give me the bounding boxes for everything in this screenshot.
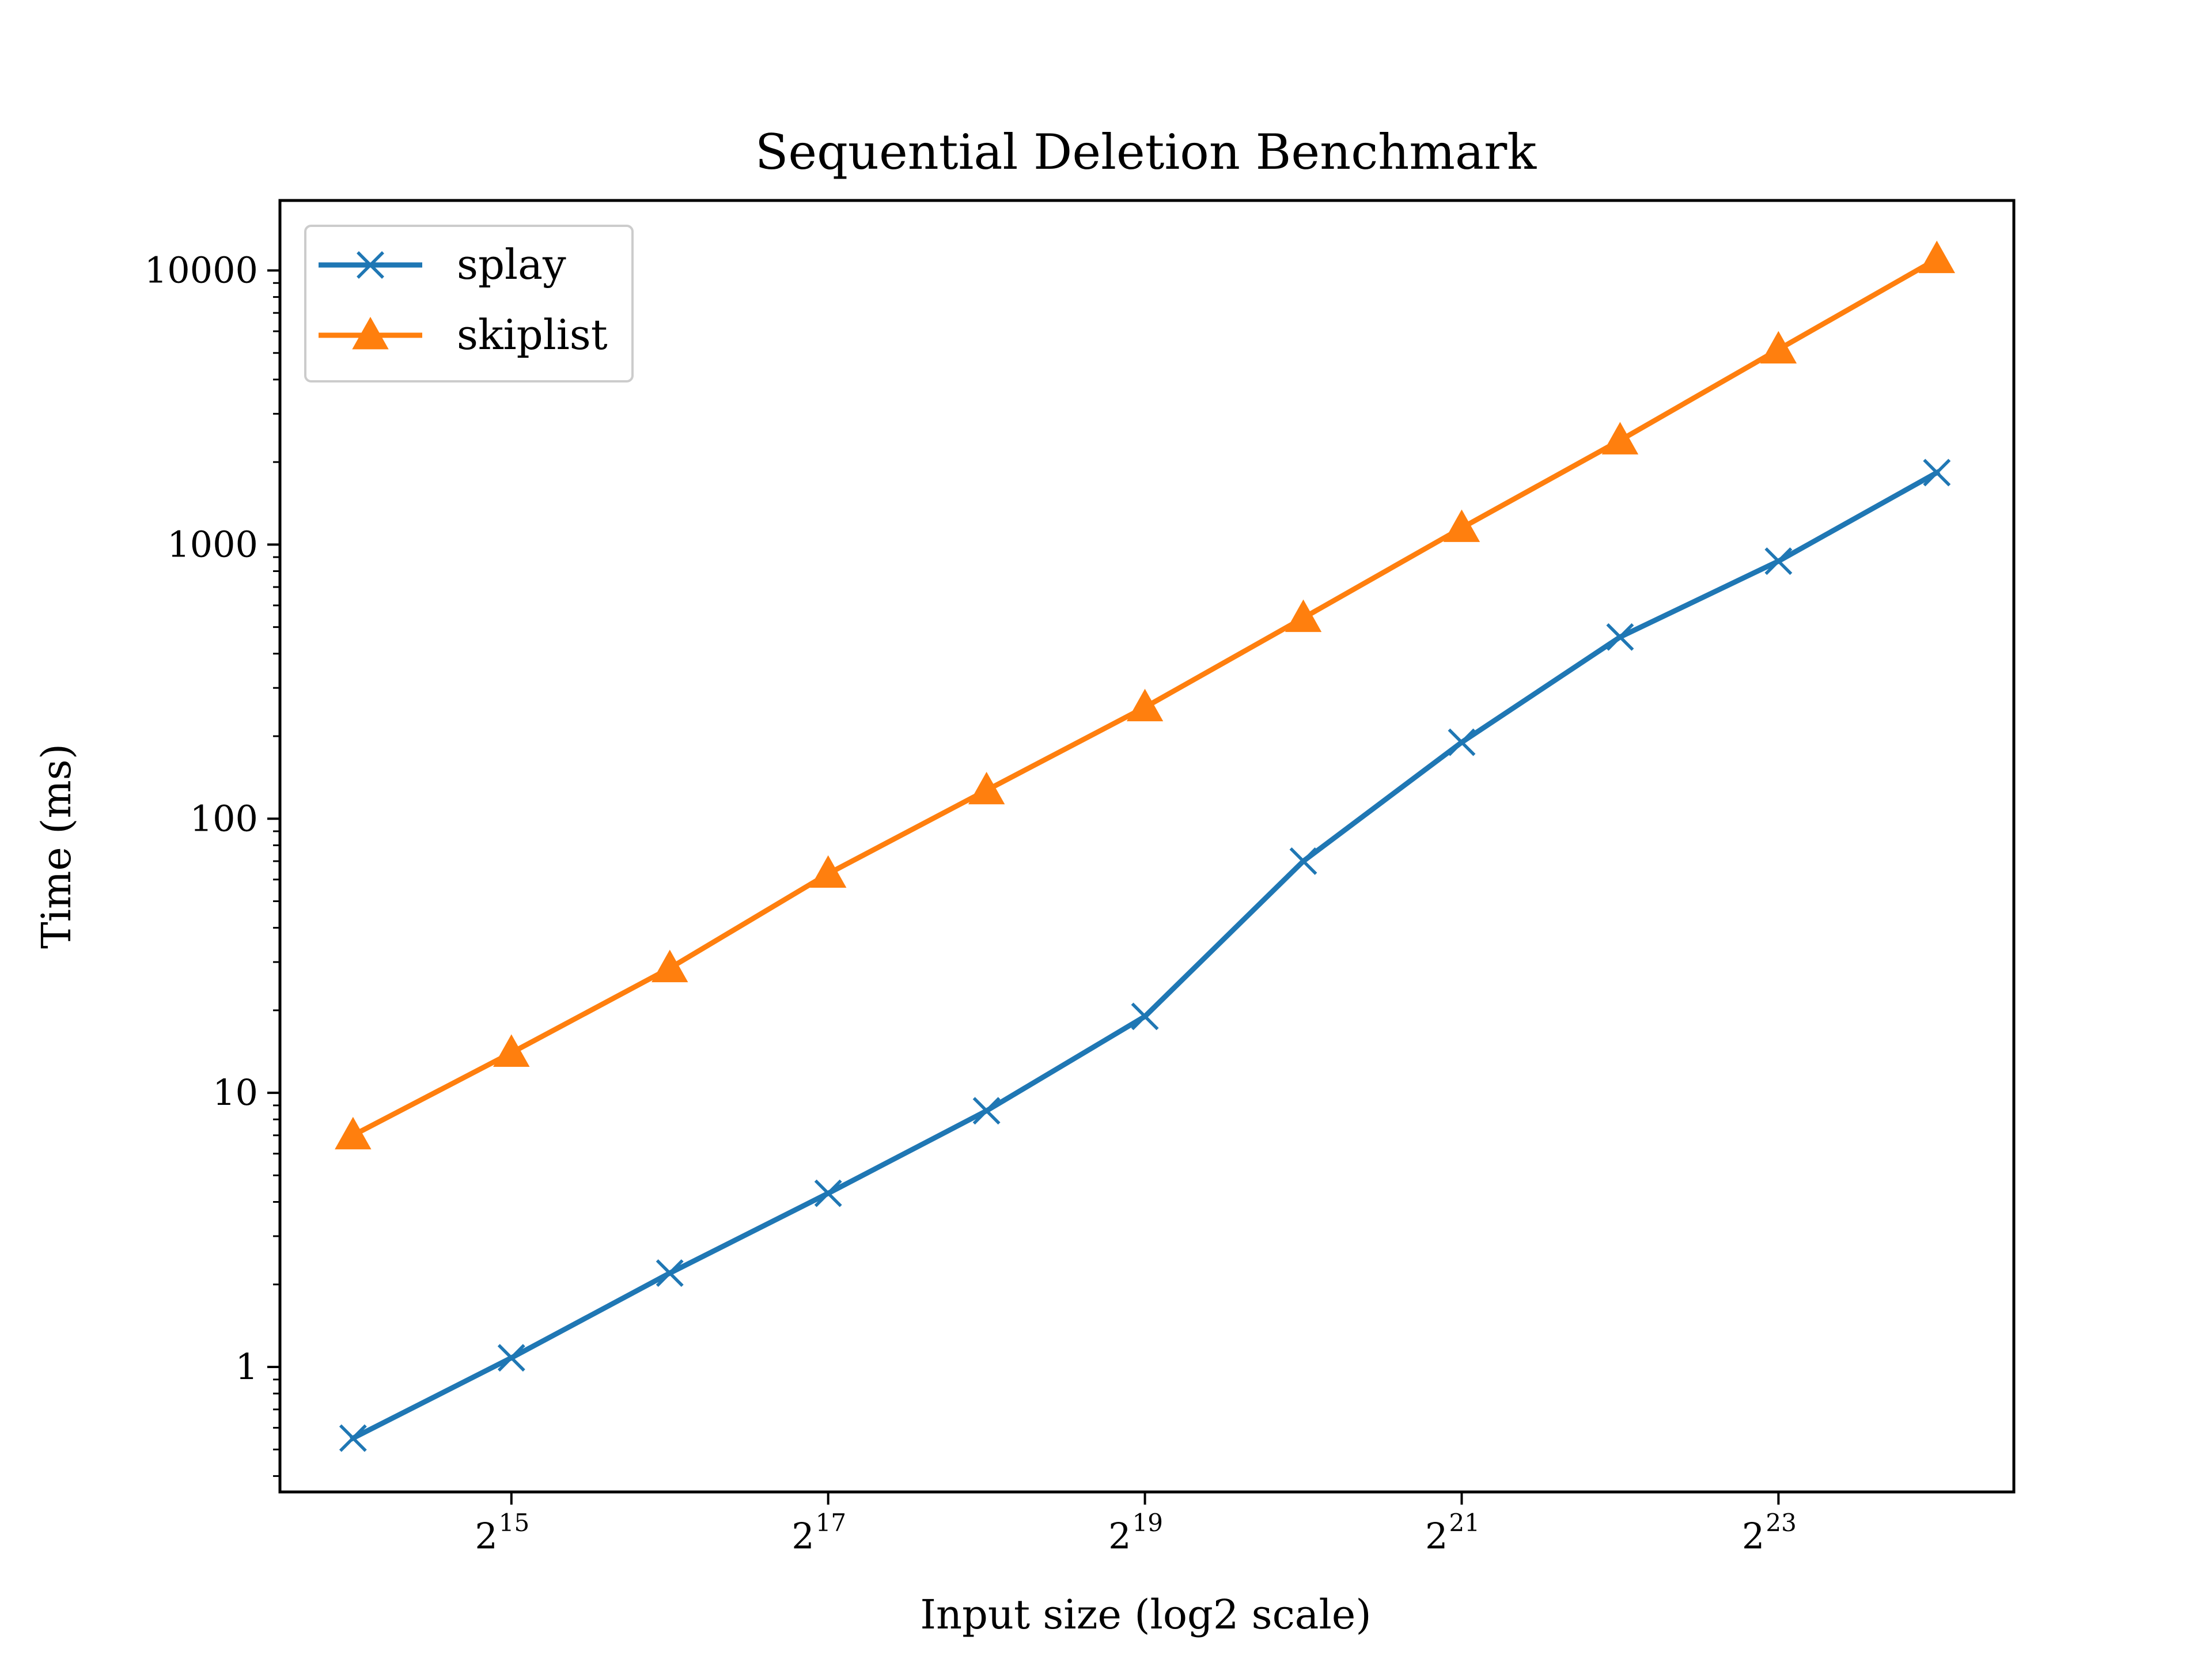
plot-area: 1 10 100 1000 10000 215 217 219 221 223: [145, 199, 2016, 1557]
x-tick-label: 221: [1425, 1509, 1480, 1557]
data-point-skiplist: [1601, 422, 1639, 454]
data-point-skiplist: [1918, 240, 1956, 274]
data-point-skiplist: [1760, 331, 1797, 364]
data-point-skiplist: [968, 771, 1005, 805]
data-point-skiplist: [335, 1116, 372, 1150]
data-point-splay: [1923, 459, 1951, 487]
legend-item-splay: splay: [319, 240, 566, 289]
data-point-skiplist: [1126, 688, 1164, 722]
data-point-splay: [1289, 847, 1317, 875]
data-point-skiplist: [493, 1034, 530, 1067]
data-point-skiplist: [809, 855, 847, 888]
data-point-splay: [1606, 623, 1634, 651]
data-point-splay: [339, 1424, 367, 1452]
data-point-skiplist: [1443, 509, 1480, 542]
y-axis: 1 10 100 1000 10000: [145, 249, 280, 1477]
data-point-splay: [497, 1344, 525, 1372]
x-tick-label: 215: [475, 1509, 529, 1557]
series-skiplist: [335, 240, 1956, 1150]
legend-item-skiplist: skiplist: [319, 310, 608, 359]
y-axis-label: Time (ms): [33, 744, 80, 949]
legend-label: splay: [457, 240, 566, 289]
data-point-splay: [1448, 728, 1476, 756]
legend-marker: [352, 316, 389, 350]
data-point-splay: [1764, 547, 1793, 575]
chart-title: Sequential Deletion Benchmark: [755, 124, 1537, 180]
data-point-skiplist: [652, 949, 688, 983]
x-axis-label: Input size (log2 scale): [920, 1591, 1371, 1638]
x-axis: 215 217 219 221 223: [475, 1492, 1797, 1557]
x-tick-label: 219: [1108, 1509, 1163, 1557]
y-tick-label: 10: [213, 1071, 258, 1113]
data-point-splay: [1131, 1002, 1159, 1031]
y-tick-label: 1: [236, 1346, 258, 1388]
legend: splay skiplist: [304, 225, 634, 382]
legend-label: skiplist: [457, 310, 608, 359]
legend-marker: [357, 251, 384, 279]
data-point-splay: [656, 1259, 684, 1287]
series-layer: [335, 240, 1956, 1452]
plot-frame: [278, 199, 2016, 1494]
series-splay: [339, 459, 1951, 1452]
y-tick-label: 1000: [167, 523, 258, 565]
data-point-splay: [814, 1179, 842, 1207]
data-point-skiplist: [1285, 599, 1322, 632]
y-tick-label: 10000: [145, 249, 258, 291]
data-point-splay: [972, 1097, 1001, 1125]
x-tick-label: 217: [791, 1509, 846, 1557]
x-tick-label: 223: [1742, 1509, 1797, 1557]
y-tick-label: 100: [190, 797, 258, 839]
